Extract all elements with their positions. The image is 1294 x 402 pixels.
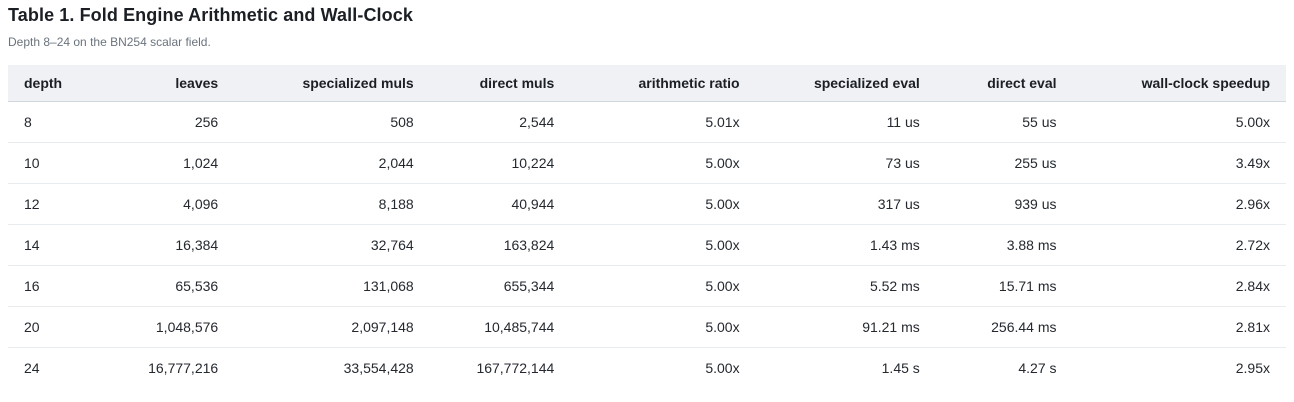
column-header-direct-muls: direct muls	[429, 65, 571, 102]
table-cell-depth: 24	[8, 347, 108, 388]
table-cell-depth: 14	[8, 224, 108, 266]
table-row: 14 16,384 32,764 163,824 5.00x 1.43 ms 3.88 ms…	[8, 224, 1286, 266]
table-cell-wall-clock-speedup: 5.00x	[1235, 114, 1270, 130]
table-cell-depth: 20	[8, 306, 108, 348]
table-cell-depth: 16	[8, 265, 108, 307]
table-cell-leaves: 1,048,576	[107, 306, 235, 348]
table-cell-arithmetic-ratio: 5.00x	[570, 142, 756, 184]
column-header-leaves: leaves	[107, 65, 235, 102]
table-cell-arithmetic-ratio: 5.00x	[570, 224, 756, 266]
column-header-arithmetic-ratio: arithmetic ratio	[570, 65, 756, 102]
table-cell-leaves: 4,096	[107, 183, 235, 225]
table-cell-specialized-eval: 73 us	[755, 142, 936, 184]
table-cell-arithmetic-ratio: 5.00x	[570, 183, 756, 225]
table-cell-leaves: 16,777,216	[107, 347, 235, 388]
table-cell-specialized-eval: 11 us	[886, 114, 920, 130]
table-cell-depth: 8	[24, 114, 32, 130]
table-cell-specialized-eval: 1.45 s	[755, 347, 936, 388]
table-cell-leaves: 256	[194, 114, 219, 130]
table-cell-specialized-muls: 8,188	[234, 183, 430, 225]
column-header-specialized-eval: specialized eval	[755, 65, 936, 102]
table-cell-direct-muls: 10,485,744	[429, 306, 571, 348]
table-cell-arithmetic-ratio: 5.01x	[705, 114, 740, 130]
table-cell-leaves: 65,536	[107, 265, 235, 307]
table-cell-arithmetic-ratio: 5.00x	[570, 306, 756, 348]
table-cell-arithmetic-ratio: 5.00x	[570, 265, 756, 307]
table-cell-direct-eval: 55 us	[1022, 114, 1057, 130]
table-cell-direct-eval: 15.71 ms	[935, 265, 1073, 307]
table-cell-direct-muls: 655,344	[429, 265, 571, 307]
table-cell-direct-eval: 3.88 ms	[935, 224, 1073, 266]
table-cell-specialized-muls: 2,044	[234, 142, 430, 184]
table-cell-direct-muls: 40,944	[429, 183, 571, 225]
table-cell-specialized-eval: 317 us	[755, 183, 936, 225]
table-cell-specialized-muls: 131,068	[234, 265, 430, 307]
table-cell-direct-muls: 10,224	[429, 142, 571, 184]
table-row: 20 1,048,576 2,097,148 10,485,744 5.00x 91.21…	[8, 306, 1286, 348]
table-cell-specialized-muls: 2,097,148	[234, 306, 430, 348]
table-cell-wall-clock-speedup: 2.81x	[1072, 306, 1286, 348]
table-cell-direct-eval: 256.44 ms	[935, 306, 1073, 348]
table-row: 8 256 508 2,544 5.01x 11 us 55 us 5.00x	[8, 102, 1286, 143]
table-cell-wall-clock-speedup: 3.49x	[1072, 142, 1286, 184]
column-header-specialized-muls: specialized muls	[234, 65, 430, 102]
fold-engine-table: depth leaves specialized muls direct muls ar…	[8, 65, 1286, 388]
table-cell-wall-clock-speedup: 2.72x	[1072, 224, 1286, 266]
table-cell-direct-muls: 2,544	[519, 114, 555, 130]
table-cell-direct-muls: 163,824	[429, 224, 571, 266]
column-header-depth: depth	[8, 65, 108, 102]
header-row: depth leaves specialized muls direct muls ar…	[8, 65, 1286, 102]
page-title: Table 1. Fold Engine Arithmetic and Wall…	[8, 5, 413, 25]
table-cell-specialized-eval: 91.21 ms	[755, 306, 936, 348]
table-cell-wall-clock-speedup: 2.84x	[1072, 265, 1286, 307]
table-row: 24 16,777,216 33,554,428 167,772,144 5.00x 1.…	[8, 347, 1286, 388]
table-cell-direct-eval: 255 us	[935, 142, 1073, 184]
column-header-wall-clock-speedup: wall-clock speedup	[1072, 65, 1286, 102]
table-header: depth leaves specialized muls direct muls ar…	[8, 65, 1286, 102]
table-row: 12 4,096 8,188 40,944 5.00x 317 us 939 us 2.96x	[8, 183, 1286, 225]
table-cell-leaves: 16,384	[107, 224, 235, 266]
table-cell-direct-eval: 939 us	[935, 183, 1073, 225]
table-cell-depth: 12	[8, 183, 108, 225]
table-cell-direct-muls: 167,772,144	[429, 347, 571, 388]
page-subtitle: Depth 8–24 on the BN254 scalar field.	[8, 35, 211, 49]
table-cell-specialized-eval: 5.52 ms	[755, 265, 936, 307]
table-cell-specialized-muls: 33,554,428	[234, 347, 430, 388]
table-cell-wall-clock-speedup: 2.96x	[1072, 183, 1286, 225]
table-cell-specialized-eval: 1.43 ms	[755, 224, 936, 266]
table-body: 8 256 508 2,544 5.01x 11 us 55 us 5.00x 10 1,024 2…	[8, 102, 1286, 388]
table-cell-leaves: 1,024	[107, 142, 235, 184]
table-cell-specialized-muls: 508	[390, 114, 414, 130]
table-cell-arithmetic-ratio: 5.00x	[570, 347, 756, 388]
column-header-direct-eval: direct eval	[935, 65, 1073, 102]
table-cell-direct-eval: 4.27 s	[935, 347, 1073, 388]
table-cell-specialized-muls: 32,764	[234, 224, 430, 266]
table-row: 16 65,536 131,068 655,344 5.00x 5.52 ms 15.71 …	[8, 265, 1286, 307]
table-cell-depth: 10	[8, 142, 108, 184]
table-cell-wall-clock-speedup: 2.95x	[1072, 347, 1286, 388]
table-row: 10 1,024 2,044 10,224 5.00x 73 us 255 us 3.49x	[8, 142, 1286, 184]
